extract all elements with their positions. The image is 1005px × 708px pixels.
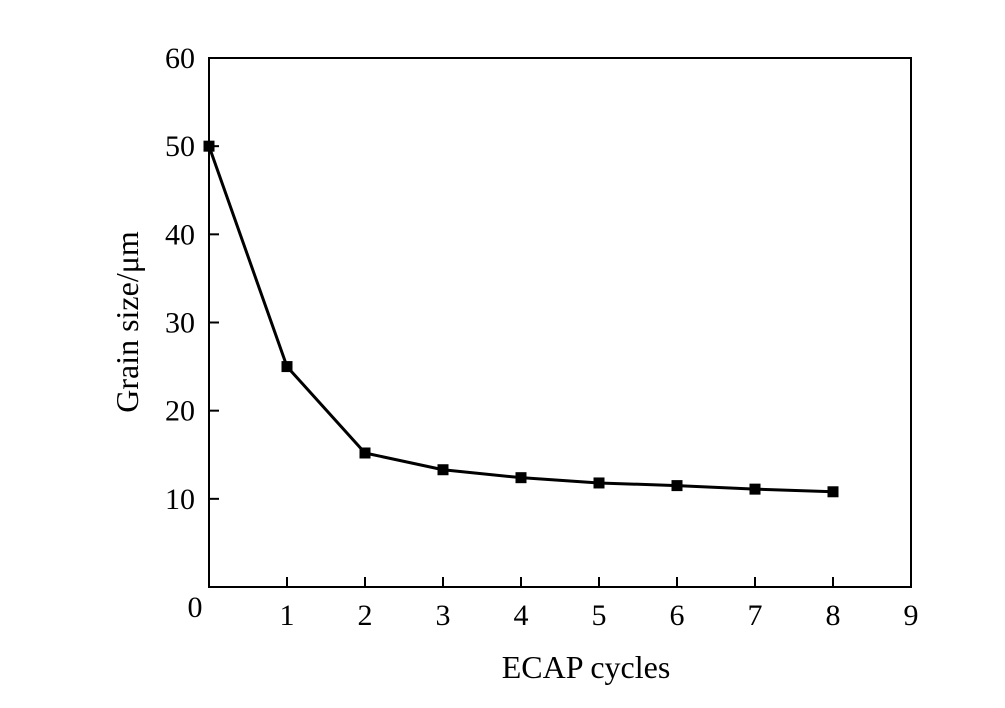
data-point-marker — [359, 447, 371, 459]
series-markers — [203, 140, 839, 498]
data-point-marker — [437, 464, 449, 476]
x-axis-tick-labels: 0 1 2 3 4 5 6 7 8 9 — [188, 591, 919, 632]
data-point-marker — [281, 361, 293, 373]
data-point-marker — [593, 477, 605, 489]
x-axis-ticks — [286, 577, 834, 587]
y-axis-title: Grain size/μm — [109, 231, 145, 413]
x-tick-label: 0 — [188, 591, 203, 624]
series-lines — [207, 145, 834, 494]
x-tick-label: 3 — [436, 599, 451, 632]
y-axis-ticks — [209, 145, 219, 500]
data-point-marker — [671, 480, 683, 492]
series-line — [207, 145, 834, 494]
x-tick-label: 9 — [904, 599, 919, 632]
x-tick-label: 4 — [514, 599, 529, 632]
x-tick-label: 8 — [826, 599, 841, 632]
x-tick-label: 2 — [358, 599, 373, 632]
y-tick-label: 20 — [165, 395, 195, 428]
plot-frame — [208, 57, 912, 588]
y-tick-label: 50 — [165, 130, 195, 163]
data-point-marker — [827, 486, 839, 498]
data-point-marker — [749, 483, 761, 495]
y-tick-label: 30 — [165, 307, 195, 340]
y-tick-label: 60 — [165, 42, 195, 75]
x-axis-title: ECAP cycles — [502, 649, 671, 685]
data-point-marker — [515, 472, 527, 484]
data-point-marker — [203, 140, 215, 152]
x-tick-label: 6 — [670, 599, 685, 632]
y-tick-label: 10 — [165, 483, 195, 516]
y-axis-tick-labels: 10 20 30 40 50 60 — [165, 42, 195, 516]
y-tick-label: 40 — [165, 218, 195, 251]
x-tick-label: 1 — [280, 599, 295, 632]
x-tick-label: 5 — [592, 599, 607, 632]
x-tick-label: 7 — [748, 599, 763, 632]
